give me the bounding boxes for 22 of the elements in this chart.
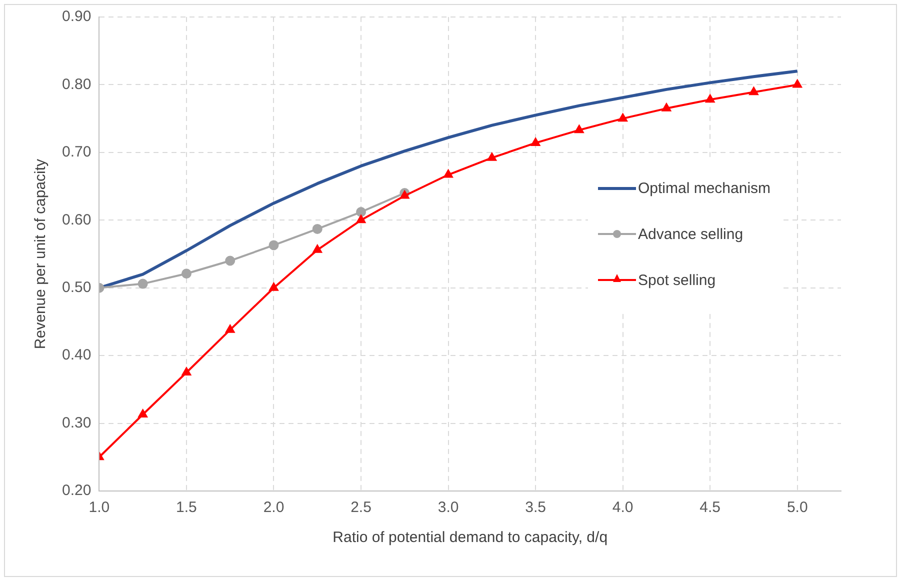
x-tick-label: 4.5 — [700, 499, 721, 516]
x-tick-label: 3.0 — [438, 499, 459, 516]
y-tick-label: 0.50 — [62, 279, 92, 296]
x-axis-title: Ratio of potential demand to capacity, d/q — [332, 529, 608, 546]
y-tick-label: 0.80 — [62, 76, 92, 93]
x-tick-label: 3.5 — [525, 499, 546, 516]
y-tick-label: 0.90 — [62, 8, 92, 26]
y-tick-label: 0.40 — [62, 346, 92, 364]
x-tick-label: 1.5 — [176, 499, 197, 516]
x-tick-label: 4.0 — [612, 499, 634, 516]
y-tick-label: 0.20 — [62, 482, 92, 500]
legend-label: Optimal mechanism — [638, 180, 771, 196]
y-tick-label: 0.30 — [62, 414, 92, 432]
y-tick-label: 0.70 — [62, 144, 92, 161]
x-tick-label: 5.0 — [786, 499, 808, 516]
x-tick-label: 1.0 — [88, 499, 110, 516]
x-tick-label: 2.5 — [350, 499, 372, 516]
legend-label: Spot selling — [638, 272, 716, 288]
y-axis-title: Revenue per unit of capacity — [32, 158, 50, 350]
x-tick-label: 2.0 — [263, 499, 284, 516]
legend-label: Advance selling — [638, 226, 744, 242]
y-tick-label: 0.60 — [62, 211, 92, 228]
